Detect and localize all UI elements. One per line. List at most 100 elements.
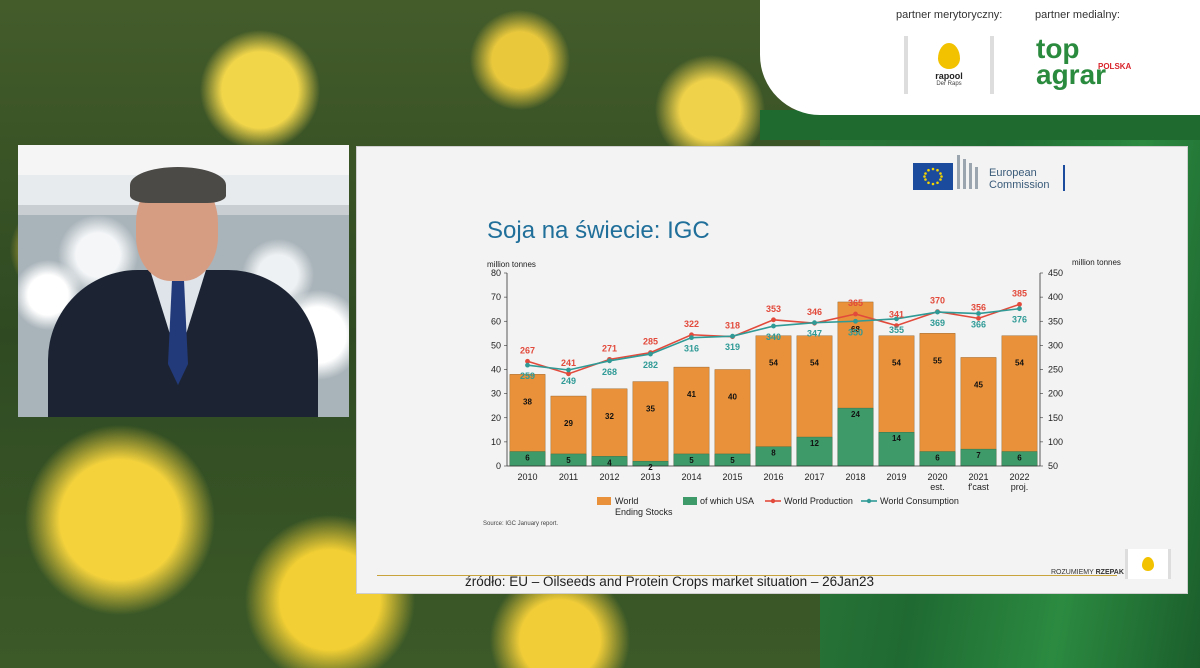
consumption-value-label: 259 bbox=[520, 371, 535, 381]
rapool-drop-icon bbox=[938, 43, 960, 69]
small-rapool-logo bbox=[1125, 549, 1171, 579]
usa-value-label: 6 bbox=[1017, 454, 1022, 463]
right-tick-label: 400 bbox=[1048, 292, 1063, 302]
left-tick-label: 10 bbox=[491, 437, 501, 447]
usa-value-label: 14 bbox=[892, 434, 901, 443]
category-label: 2012 bbox=[599, 472, 619, 482]
legend-consumption-label: World Consumption bbox=[880, 496, 959, 506]
category-label: 2021 bbox=[968, 472, 988, 482]
category-label: 2017 bbox=[804, 472, 824, 482]
consumption-value-label: 316 bbox=[684, 344, 699, 354]
stocks-value-label: 55 bbox=[933, 356, 942, 365]
rozumiemy-prefix: ROZUMIEMY bbox=[1051, 569, 1094, 576]
stocks-value-label: 29 bbox=[564, 419, 573, 428]
consumption-point bbox=[525, 362, 530, 368]
stocks-bar bbox=[714, 369, 751, 467]
usa-value-label: 8 bbox=[771, 449, 776, 458]
stocks-bar bbox=[632, 381, 669, 467]
consumption-value-label: 369 bbox=[930, 318, 945, 328]
production-value-label: 322 bbox=[684, 319, 699, 329]
legend-usa-label: of which USA bbox=[700, 496, 754, 506]
production-point bbox=[894, 323, 899, 328]
production-point bbox=[853, 311, 858, 317]
ec-line2: Commission bbox=[989, 179, 1050, 191]
stocks-bar bbox=[919, 333, 956, 467]
left-tick-label: 40 bbox=[491, 365, 501, 375]
usa-bar bbox=[796, 436, 833, 467]
topagrar-line2: agrar bbox=[1036, 59, 1107, 90]
consumption-value-label: 350 bbox=[848, 327, 863, 337]
consumption-point bbox=[1017, 306, 1022, 312]
consumption-value-label: 347 bbox=[807, 329, 822, 339]
left-tick-label: 60 bbox=[491, 316, 501, 326]
footer-divider bbox=[377, 575, 1117, 576]
left-tick-label: 70 bbox=[491, 292, 501, 302]
consumption-value-label: 249 bbox=[561, 376, 576, 386]
right-tick-label: 200 bbox=[1048, 389, 1063, 399]
production-value-label: 341 bbox=[889, 310, 904, 320]
stocks-value-label: 54 bbox=[1015, 359, 1024, 368]
consumption-point bbox=[812, 320, 817, 326]
rapool-tagline: Der Raps bbox=[936, 81, 962, 87]
consumption-point bbox=[976, 311, 981, 316]
production-point bbox=[1017, 301, 1022, 307]
production-value-label: 267 bbox=[520, 345, 535, 355]
right-tick-label: 100 bbox=[1048, 437, 1063, 447]
small-rapool-drop-icon bbox=[1142, 557, 1154, 571]
stocks-bar bbox=[960, 357, 997, 467]
usa-bar bbox=[837, 407, 874, 467]
stocks-value-label: 45 bbox=[974, 380, 983, 389]
category-label-line2: proj. bbox=[1011, 482, 1029, 492]
topagrar-logo: top agrar POLSKA bbox=[1036, 33, 1146, 96]
consumption-value-label: 355 bbox=[889, 325, 904, 335]
left-tick-label: 50 bbox=[491, 340, 501, 350]
category-label: 2010 bbox=[517, 472, 537, 482]
consumption-point bbox=[648, 351, 653, 357]
rapool-name: rapool bbox=[935, 71, 963, 81]
consumption-point bbox=[689, 335, 694, 341]
usa-value-label: 2 bbox=[648, 463, 653, 472]
ec-divider bbox=[1063, 165, 1065, 191]
production-value-label: 353 bbox=[766, 304, 781, 314]
consumption-point bbox=[935, 309, 940, 315]
legend-stocks-swatch bbox=[597, 497, 611, 505]
left-axis-label: million tonnes bbox=[487, 260, 536, 269]
consumption-value-label: 319 bbox=[725, 342, 740, 352]
stocks-value-label: 54 bbox=[892, 359, 901, 368]
production-value-label: 285 bbox=[643, 337, 658, 347]
rozumiemy-bold: RZEPAK bbox=[1095, 569, 1124, 576]
production-value-label: 271 bbox=[602, 343, 617, 353]
usa-value-label: 5 bbox=[730, 456, 735, 465]
eu-flag-icon bbox=[913, 163, 953, 190]
speaker-video bbox=[18, 145, 349, 417]
footer-source: źródło: EU – Oilseeds and Protein Crops … bbox=[465, 574, 874, 589]
consumption-point bbox=[607, 358, 612, 364]
stocks-value-label: 32 bbox=[605, 412, 614, 421]
stocks-value-label: 41 bbox=[687, 390, 696, 399]
category-label: 2013 bbox=[640, 472, 660, 482]
consumption-point bbox=[771, 323, 776, 329]
consumption-point bbox=[894, 316, 899, 322]
left-tick-label: 0 bbox=[496, 461, 501, 471]
rozumiemy-rzepak: ROZUMIEMY RZEPAK bbox=[1051, 569, 1124, 576]
soy-chart: 3862953243524154055485412682454145564575… bbox=[483, 258, 1121, 527]
category-label: 2018 bbox=[845, 472, 865, 482]
stocks-bar bbox=[1001, 335, 1038, 467]
usa-value-label: 7 bbox=[976, 451, 981, 460]
left-tick-label: 30 bbox=[491, 389, 501, 399]
category-label: 2014 bbox=[681, 472, 701, 482]
usa-value-label: 6 bbox=[525, 454, 530, 463]
consumption-value-label: 340 bbox=[766, 332, 781, 342]
speaker-tie bbox=[168, 280, 188, 385]
usa-bar bbox=[878, 432, 915, 467]
category-label-line2: f'cast bbox=[968, 482, 989, 492]
stocks-value-label: 40 bbox=[728, 393, 737, 402]
topagrar-country: POLSKA bbox=[1098, 62, 1132, 71]
production-value-label: 385 bbox=[1012, 288, 1027, 298]
topagrar-line1: top bbox=[1036, 33, 1080, 64]
consumption-point bbox=[730, 333, 735, 339]
stocks-bar bbox=[755, 335, 792, 467]
production-point bbox=[566, 371, 571, 377]
stocks-value-label: 68 bbox=[851, 325, 860, 334]
legend-production-label: World Production bbox=[784, 496, 853, 506]
